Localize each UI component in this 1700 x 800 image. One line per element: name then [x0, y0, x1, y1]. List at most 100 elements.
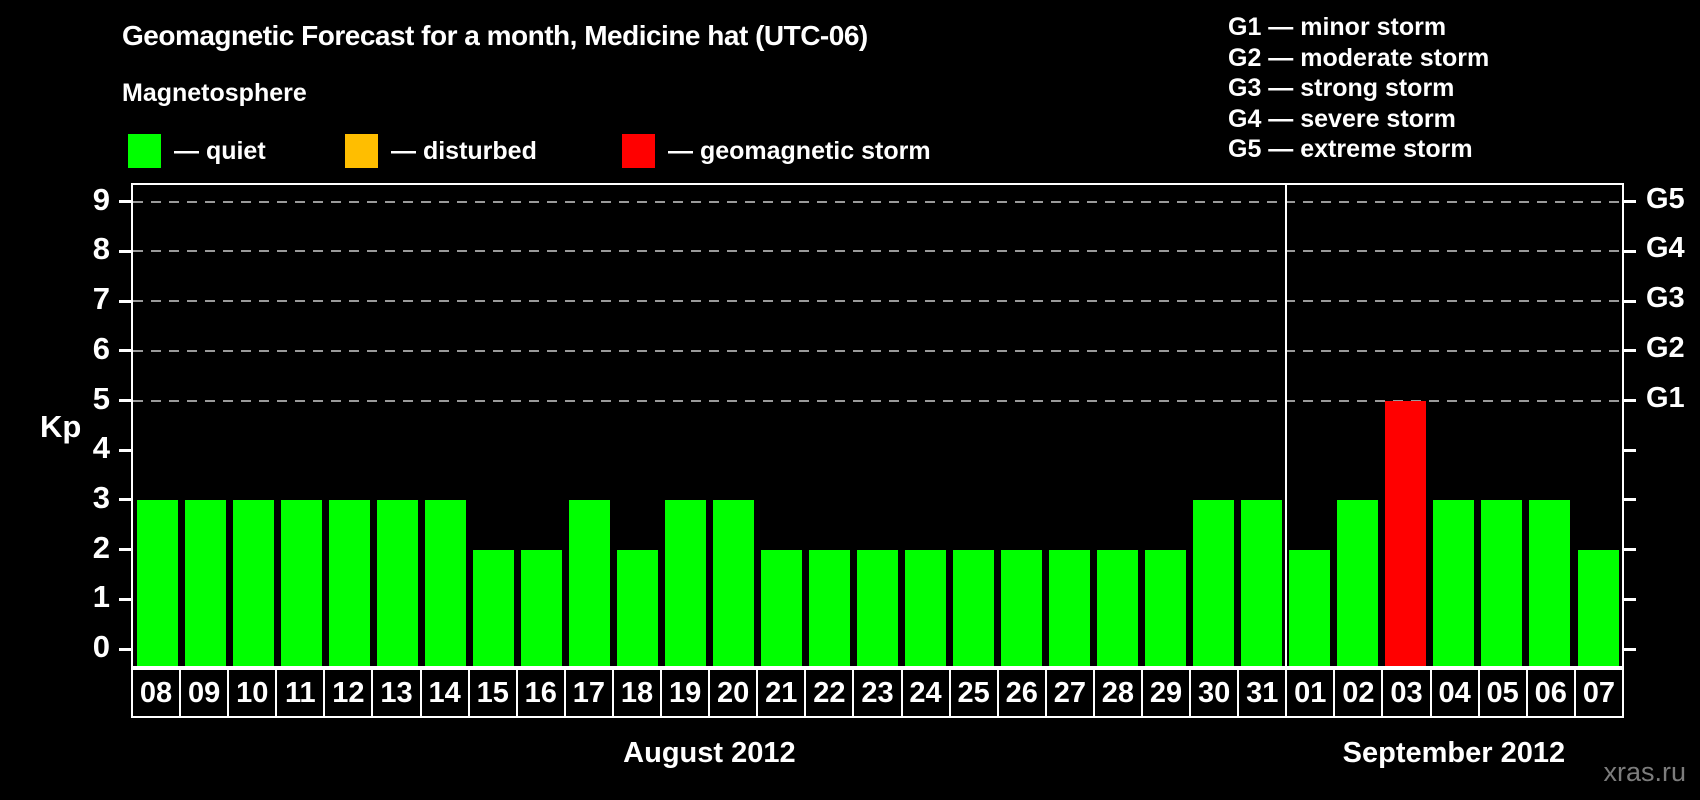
storm-color-swatch	[622, 134, 655, 168]
day-label-09: 09	[181, 670, 230, 716]
day-label-14: 14	[422, 670, 470, 716]
gridline-kp-5	[133, 399, 1622, 402]
kp-bar-day-31	[1241, 499, 1283, 666]
g-scale-legend: G1 — minor storm G2 — moderate storm G3 — …	[1228, 12, 1489, 165]
day-label-10: 10	[229, 670, 278, 716]
right-tick-kp-8	[1624, 249, 1636, 253]
day-label-26: 26	[999, 670, 1047, 716]
month-separator-line	[1284, 185, 1287, 666]
day-label-22: 22	[806, 670, 855, 716]
left-tick-kp-0	[119, 647, 131, 651]
y-axis-tick-label-0: 0	[92, 629, 110, 664]
kp-bar-day-29	[1145, 549, 1187, 666]
kp-bar-day-02	[1337, 499, 1379, 666]
left-tick-kp-7	[119, 299, 131, 303]
day-label-11: 11	[277, 670, 326, 716]
day-label-07: 07	[1582, 676, 1615, 709]
right-tick-kp-5	[1624, 399, 1636, 402]
right-axis-label-G2: G2	[1646, 331, 1685, 364]
watermark: xras.ru	[1603, 757, 1686, 787]
left-tick-kp-4	[119, 448, 131, 452]
day-label-01: 01	[1287, 670, 1336, 716]
y-axis-tick-label-7: 7	[92, 281, 110, 317]
kp-bar-day-01	[1289, 549, 1331, 666]
day-label-04: 04	[1432, 670, 1480, 716]
day-label-21: 21	[758, 670, 807, 716]
day-label-31: 31	[1239, 670, 1288, 716]
right-axis-label-G3: G3	[1646, 282, 1685, 315]
kp-bar-day-07	[1577, 549, 1619, 666]
gridline-kp-7	[133, 300, 1622, 303]
right-tick-kp-3	[1624, 498, 1636, 502]
day-label-24: 24	[903, 670, 951, 716]
left-tick-kp-5	[119, 399, 131, 402]
day-label-08: 08	[133, 670, 182, 716]
y-axis-tick-label-8: 8	[92, 231, 110, 267]
kp-bar-day-15	[472, 549, 514, 666]
kp-bar-day-30	[1193, 499, 1235, 666]
day-label-20: 20	[710, 670, 759, 716]
right-tick-kp-1	[1624, 597, 1636, 601]
day-label-18: 18	[614, 670, 663, 716]
day-label-16: 16	[518, 670, 566, 716]
day-label-19: 19	[662, 670, 711, 716]
legend-item-label: — geomagnetic storm	[668, 136, 931, 165]
kp-bar-day-23	[857, 549, 898, 666]
kp-bar-day-19	[664, 499, 706, 666]
g-legend-item-1: G1 — minor storm	[1228, 13, 1447, 41]
day-label-06: 06	[1528, 670, 1576, 716]
right-tick-kp-9	[1624, 200, 1636, 204]
y-axis-tick-label-1: 1	[92, 579, 110, 615]
gridline-kp-8	[133, 250, 1622, 253]
right-tick-kp-6	[1624, 349, 1636, 353]
right-tick-kp-4	[1624, 448, 1636, 452]
month-label-august: August 2012	[623, 737, 796, 769]
kp-bar-day-28	[1097, 549, 1139, 666]
day-label-15: 15	[470, 670, 518, 716]
month-label-september: September 2012	[1342, 737, 1566, 769]
left-tick-kp-3	[119, 498, 131, 502]
quiet-color-swatch	[128, 134, 161, 168]
y-axis-tick-label-5: 5	[92, 380, 110, 416]
y-axis-tick-label-4: 4	[92, 430, 110, 466]
legend-item-disturbed: — disturbed	[345, 134, 537, 168]
kp-bar-day-10	[232, 499, 274, 666]
kp-bar-day-08	[136, 499, 178, 666]
day-label-05: 05	[1480, 670, 1528, 716]
g-legend-item-3: G3 — strong storm	[1228, 74, 1455, 102]
kp-bar-day-16	[520, 549, 562, 666]
g-legend-item-5: G5 — extreme storm	[1228, 135, 1473, 163]
legend-item-quiet: — quiet	[128, 134, 266, 168]
day-label-28: 28	[1095, 670, 1143, 716]
day-label-17: 17	[566, 670, 614, 716]
right-tick-kp-0	[1624, 647, 1636, 651]
left-tick-kp-1	[119, 597, 131, 601]
gridline-kp-9	[133, 200, 1622, 203]
kp-bar-day-24	[905, 549, 946, 666]
y-axis-tick-label-3: 3	[92, 479, 110, 515]
plot-area	[131, 183, 1624, 668]
kp-bar-day-20	[712, 499, 754, 666]
disturbed-color-swatch	[345, 134, 378, 168]
right-tick-kp-7	[1624, 299, 1636, 303]
kp-bar-day-27	[1049, 549, 1091, 666]
kp-bar-day-04	[1433, 499, 1475, 666]
day-label-13: 13	[373, 670, 422, 716]
chart-title: Geomagnetic Forecast for a month, Medici…	[122, 20, 868, 51]
right-axis-label-G5: G5	[1646, 182, 1685, 215]
left-tick-kp-9	[119, 200, 131, 204]
kp-bar-day-22	[809, 549, 850, 666]
legend-heading: Magnetosphere	[122, 79, 307, 107]
kp-bar-day-12	[328, 499, 370, 666]
day-label-25: 25	[951, 670, 999, 716]
kp-bar-day-17	[568, 499, 610, 666]
day-label-03: 03	[1383, 670, 1432, 716]
y-axis-tick-label-9: 9	[92, 181, 110, 217]
kp-bar-day-11	[280, 499, 322, 666]
y-axis-tick-label-6: 6	[92, 330, 110, 366]
legend-item-label: — disturbed	[391, 136, 537, 165]
legend-item-label: — quiet	[174, 136, 266, 165]
right-axis-label-G1: G1	[1646, 381, 1685, 414]
day-label-29: 29	[1143, 670, 1192, 716]
